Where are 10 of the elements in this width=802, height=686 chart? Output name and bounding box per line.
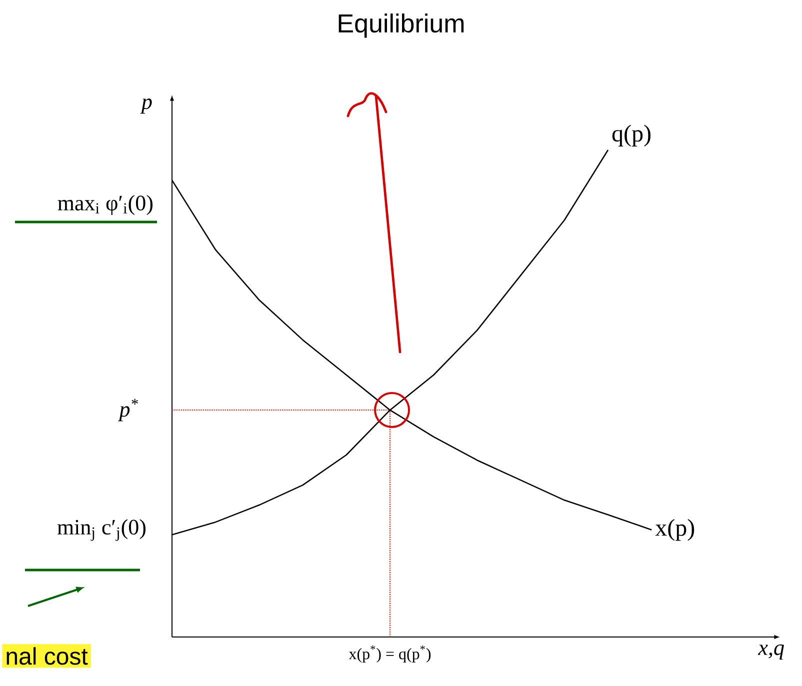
y-axis-title: p [140,98,152,114]
annotation: max$_{i}$ φ′$_{i}$(0) [58,195,153,215]
ref-line-label: p$^{*}$ [118,398,138,422]
chart-title: Equilibrium [338,14,464,38]
text: x(p$^{*}$) = q(p$^{*}$) [348,646,431,663]
x-axis-title: x,q [758,644,784,660]
text: min$_{j}$ c′$_{j}$(0) [57,519,146,541]
series-label: x(p) [655,518,694,541]
series-label: q(p) [612,124,650,146]
text: nal cost [6,647,88,665]
